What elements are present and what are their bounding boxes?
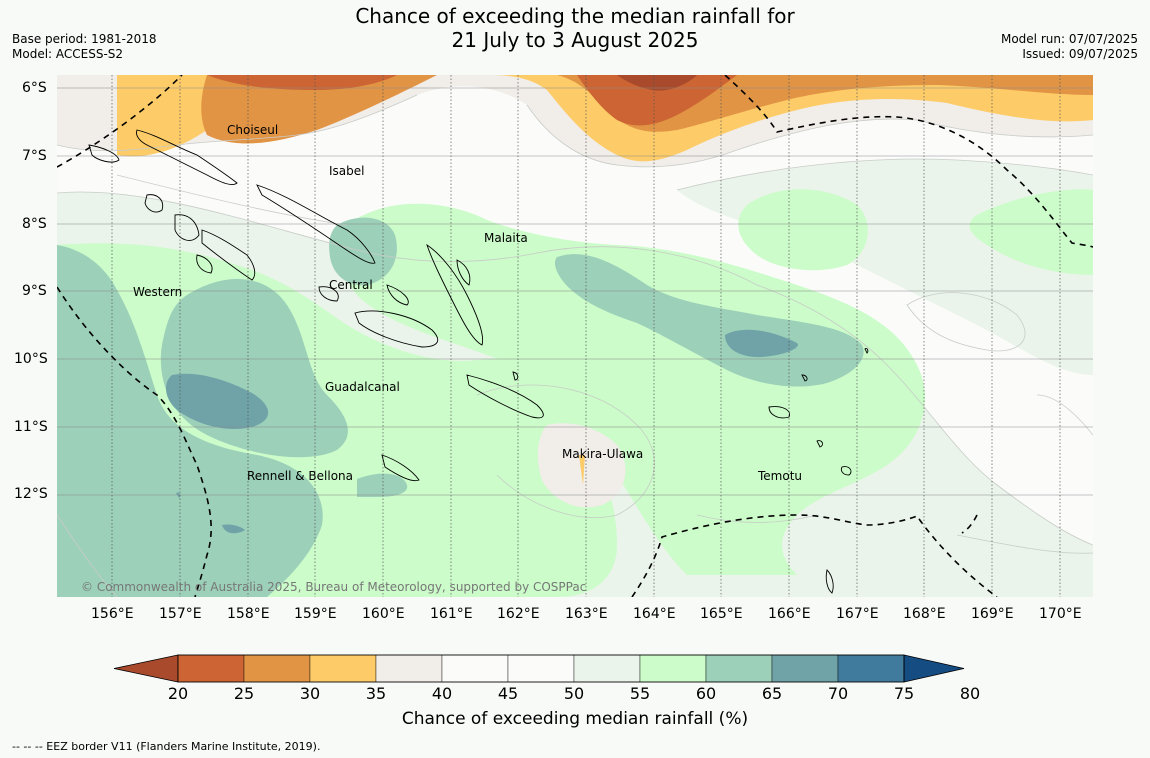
colorbar-outline [177, 654, 905, 683]
lon-label: 169°E [971, 606, 1014, 622]
region-label-rennell-bellona: Rennell & Bellona [247, 469, 353, 483]
title-line-1: Chance of exceeding the median rainfall … [355, 4, 795, 28]
title-line-2: 21 July to 3 August 2025 [451, 28, 699, 52]
colorbar-cell [177, 654, 245, 683]
colorbar-cell [375, 654, 443, 683]
lon-label: 168°E [903, 606, 946, 622]
lat-label: 7°S [22, 148, 47, 164]
meridian-lines [111, 75, 1061, 597]
lon-label: 165°E [700, 606, 743, 622]
colorbar-tick-label: 45 [497, 684, 519, 703]
lon-label: 162°E [497, 606, 540, 622]
colorbar-cell [573, 654, 641, 683]
contour-lines [57, 94, 1093, 597]
lon-label: 156°E [91, 606, 134, 622]
colorbar-tick-label: 50 [563, 684, 585, 703]
meta-right: Model run: 07/07/2025 Issued: 09/07/2025 [1001, 32, 1138, 62]
band-35-40-north [117, 75, 1093, 162]
region-label-guadalcanal: Guadalcanal [325, 380, 400, 394]
colorbar-title: Chance of exceeding median rainfall (%) [401, 709, 749, 729]
colorbar-cell [771, 654, 839, 683]
region-label-malaita: Malaita [484, 231, 528, 245]
lon-label: 161°E [430, 606, 473, 622]
colorbar-cell [705, 654, 773, 683]
eez-footnote: -- -- -- EEZ border V11 (Flanders Marine… [12, 740, 321, 753]
colorbar-tick-label: 20 [167, 684, 189, 703]
colorbar-extend-high [903, 654, 965, 683]
lat-label: 11°S [14, 419, 48, 435]
region-label-choiseul: Choiseul [227, 123, 278, 137]
colorbar-tick-label: 35 [365, 684, 387, 703]
band-70-75-east [725, 329, 798, 358]
region-label-central: Central [329, 278, 373, 292]
colorbar-cell [441, 654, 509, 683]
band-60-65-east [738, 189, 868, 271]
colorbar [113, 654, 965, 683]
base-period-label: Base period: 1981-2018 [12, 32, 157, 46]
colorbar-frame [177, 654, 905, 683]
band-65-70-east [554, 254, 864, 387]
region-label-isabel: Isabel [329, 164, 364, 178]
chart-title: Chance of exceeding the median rainfall … [0, 4, 1150, 52]
colorbar-tick-label: 75 [893, 684, 915, 703]
band-70-75-west [165, 373, 269, 430]
lon-label: 160°E [362, 606, 405, 622]
region-label-temotu: Temotu [757, 469, 802, 483]
colorbar-cell [309, 654, 377, 683]
eez-border [57, 75, 1093, 597]
map-canvas: Choiseul Isabel Malaita Western Central … [57, 75, 1093, 597]
colorbar-tick-label: 80 [959, 684, 981, 703]
colorbar-tick-label: 70 [827, 684, 849, 703]
band-65-70-west [57, 245, 323, 597]
region-labels: Choiseul Isabel Malaita Western Central … [133, 123, 802, 483]
lon-label: 166°E [768, 606, 811, 622]
band-60-65-far-east [969, 189, 1093, 275]
issued-label: Issued: 09/07/2025 [1022, 47, 1138, 61]
lon-label: 159°E [294, 606, 337, 622]
colorbar-extend-low [113, 654, 179, 683]
lat-label: 8°S [22, 216, 47, 232]
colorbar-cell [837, 654, 905, 683]
lat-label: 12°S [14, 486, 48, 502]
meta-left: Base period: 1981-2018 Model: ACCESS-S2 [12, 32, 157, 62]
lon-label: 163°E [565, 606, 608, 622]
colorbar-cell [507, 654, 575, 683]
copyright-label: © Commonwealth of Australia 2025, Bureau… [81, 580, 586, 594]
band-25-30-north2 [207, 75, 397, 90]
band-70-75-spot [222, 524, 245, 534]
lon-label: 170°E [1039, 606, 1082, 622]
colorbar-tick-label: 40 [431, 684, 453, 703]
colorbar-cells [113, 654, 965, 683]
lat-label: 10°S [14, 351, 48, 367]
lon-label: 164°E [633, 606, 676, 622]
lon-label: 158°E [227, 606, 270, 622]
model-label: Model: ACCESS-S2 [12, 47, 124, 61]
band-65-70-rennell [357, 473, 408, 497]
band-60-65-center [338, 203, 926, 575]
rainfall-map: Choiseul Isabel Malaita Western Central … [57, 75, 1093, 597]
colorbar-tick-label: 30 [299, 684, 321, 703]
colorbar-tick-label: 65 [761, 684, 783, 703]
band-20-25-north [617, 75, 697, 91]
band-25-30-north [577, 75, 737, 126]
grid-lines [57, 87, 1093, 496]
region-label-western: Western [133, 285, 182, 299]
region-label-makira-ulawa: Makira-Ulawa [562, 447, 643, 461]
coastlines [88, 129, 869, 594]
lon-label: 167°E [836, 606, 879, 622]
colorbar-tick-label: 55 [629, 684, 651, 703]
model-run-label: Model run: 07/07/2025 [1000, 32, 1138, 46]
lon-label: 157°E [159, 606, 202, 622]
lat-label: 9°S [22, 283, 47, 299]
colorbar-tick-label: 60 [695, 684, 717, 703]
colorbar-cell [639, 654, 707, 683]
colorbar-cell [243, 654, 311, 683]
lat-label: 6°S [22, 80, 47, 96]
band-35-40-makira [579, 455, 585, 485]
colorbar-tick-label: 25 [233, 684, 255, 703]
